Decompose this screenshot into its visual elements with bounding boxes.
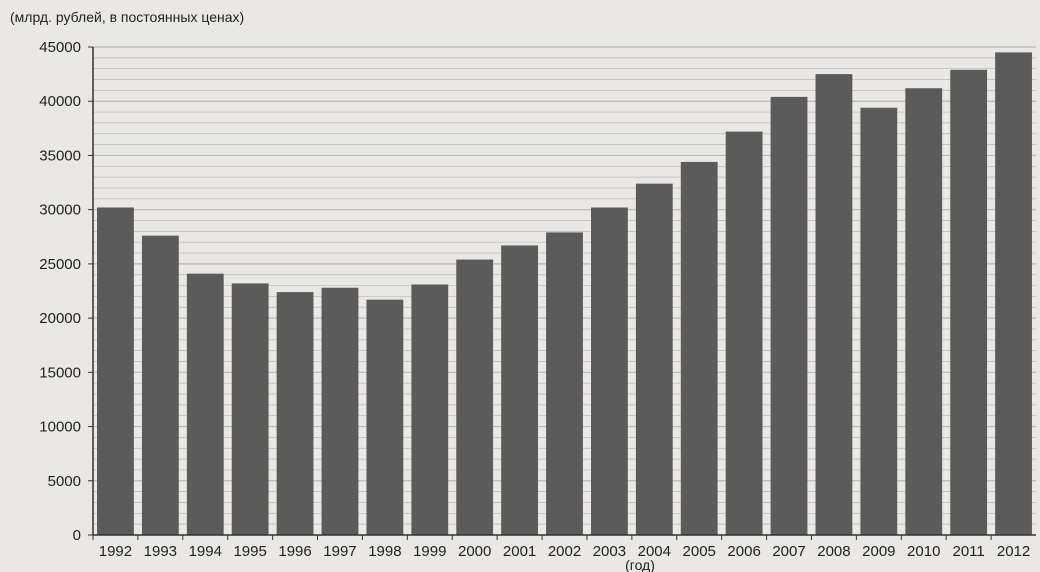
x-tick-label: 2005 xyxy=(683,543,716,560)
y-tick-label: 40000 xyxy=(39,93,81,110)
axes xyxy=(92,47,1036,536)
bar-1998 xyxy=(366,299,404,535)
x-tick-label: 2010 xyxy=(907,543,940,560)
bar-2010 xyxy=(905,88,943,535)
y-tick-label: 10000 xyxy=(39,419,81,436)
x-tick-label: 2001 xyxy=(503,543,536,560)
x-tick-label: 1992 xyxy=(99,543,132,560)
bar-1996 xyxy=(276,292,314,535)
y-tick-label: 30000 xyxy=(39,202,81,219)
bar-2005 xyxy=(680,161,718,535)
bar-1995 xyxy=(231,283,269,535)
bar-2011 xyxy=(950,69,988,536)
bar-1992 xyxy=(97,207,134,535)
x-tick-label: 2003 xyxy=(593,543,626,560)
bar-2007 xyxy=(770,96,808,535)
y-tick-label: 5000 xyxy=(48,473,81,490)
x-tick-label: 1997 xyxy=(323,543,356,560)
bar-2002 xyxy=(546,232,583,535)
y-tick-label: 20000 xyxy=(39,310,81,327)
x-axis-label: (год) xyxy=(625,557,655,572)
x-tick-label: 2000 xyxy=(458,543,491,560)
bar-1997 xyxy=(321,287,359,535)
y-tick-label: 15000 xyxy=(39,364,81,381)
y-tick-label: 25000 xyxy=(39,256,81,273)
x-tick-label: 2007 xyxy=(772,543,805,560)
bar-1999 xyxy=(411,284,449,535)
x-tick-label: 2002 xyxy=(548,543,581,560)
bar-2006 xyxy=(725,131,763,535)
bar-2001 xyxy=(501,245,539,535)
bar-2008 xyxy=(815,74,853,535)
bar-2012 xyxy=(995,52,1032,536)
x-tick-label: 1993 xyxy=(144,543,177,560)
y-tick-label: 0 xyxy=(73,527,81,544)
x-tick-label: 1994 xyxy=(189,543,222,560)
bar-2000 xyxy=(456,259,494,535)
x-tick-label: 1995 xyxy=(233,543,266,560)
y-axis-label: (млрд. рублей, в постоянных ценах) xyxy=(10,9,244,25)
bar-1993 xyxy=(141,235,179,535)
bar-1994 xyxy=(186,273,224,535)
y-tick-label: 45000 xyxy=(39,39,81,56)
y-tick-label: 35000 xyxy=(39,147,81,164)
bar-2003 xyxy=(590,207,628,535)
bar-2004 xyxy=(635,183,673,535)
x-tick-label: 2008 xyxy=(817,543,850,560)
x-tick-label: 1998 xyxy=(368,543,401,560)
bar-2009 xyxy=(860,107,898,536)
x-tick-label: 2009 xyxy=(862,543,895,560)
bars xyxy=(97,52,1032,536)
x-tick-labels: 1992 1993 1994 1995 1996 1997 1998 1999 2000 2001… xyxy=(92,535,1030,560)
x-tick-label: 1996 xyxy=(278,543,311,560)
x-tick-label: 2004 xyxy=(638,543,671,560)
x-tick-label: 2011 xyxy=(953,543,985,560)
y-tick-labels: 0 5000 10000 15000 20000 25000 30000 35000 40000… xyxy=(39,39,93,544)
x-tick-label: 2006 xyxy=(727,543,760,560)
x-tick-label: 1999 xyxy=(413,543,446,560)
x-tick-label: 2012 xyxy=(997,543,1030,560)
